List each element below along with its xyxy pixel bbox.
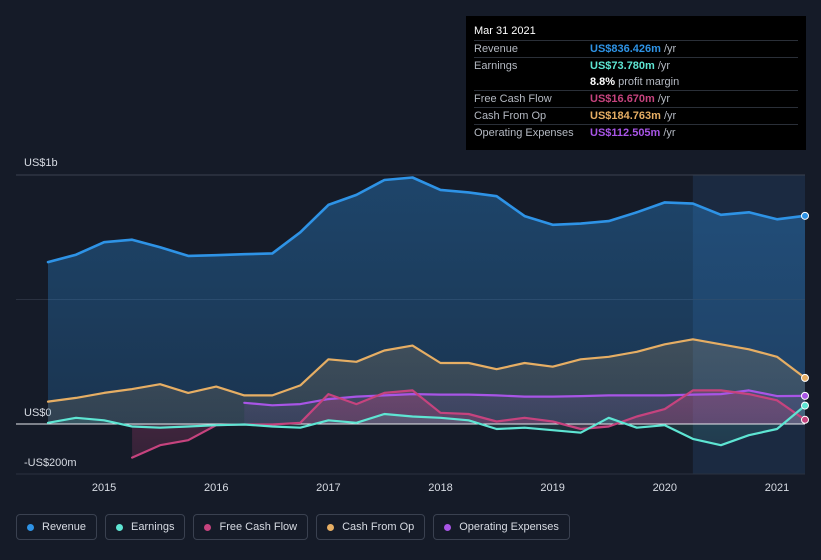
legend-label: Free Cash Flow <box>219 521 298 533</box>
series-line-revenue <box>46 176 807 264</box>
legend-item-operating-expenses[interactable]: Operating Expenses <box>433 514 570 540</box>
y-axis-zero-label: US$0 <box>24 407 52 419</box>
tooltip-date: Mar 31 2021 <box>474 25 536 37</box>
legend-dot-icon <box>327 523 335 531</box>
tooltip-row-value: US$16.670m <box>590 93 655 106</box>
tooltip-row: Revenue US$836.426m/yr <box>474 40 798 57</box>
tooltip-row-value: US$112.505m <box>590 126 661 139</box>
legend-item-cash-from-op[interactable]: Cash From Op <box>316 514 426 540</box>
legend: Revenue Earnings Free Cash Flow Cash From O… <box>16 514 570 542</box>
tooltip-row-value: US$836.426m <box>590 43 661 55</box>
tooltip-row-label: Cash From Op <box>474 110 547 123</box>
legend-label: Operating Expenses <box>459 521 559 533</box>
tooltip-row-unit: /yr <box>663 126 676 139</box>
x-tick-label: 2018 <box>428 482 452 494</box>
legend-label: Earnings <box>131 521 175 533</box>
tooltip-row-unit: /yr <box>657 59 671 72</box>
end-point-revenue <box>801 211 809 220</box>
tooltip-row: 8.8% profit margin <box>474 74 798 91</box>
y-axis-bottom-label: -US$200m <box>24 457 77 469</box>
legend-label: Revenue <box>42 521 87 533</box>
tooltip-row: Earnings US$73.780m/yr <box>474 56 798 74</box>
legend-dot-icon <box>204 523 212 531</box>
tooltip-row-unit: /yr <box>663 43 677 55</box>
series-line-cash-from-op <box>46 338 807 403</box>
x-tick-label: 2019 <box>540 482 564 494</box>
tooltip-row-label: Operating Expenses <box>474 126 574 139</box>
tooltip-row-unit: /yr <box>657 93 671 106</box>
tooltip-row-label <box>474 74 590 91</box>
end-point-earnings <box>801 401 809 410</box>
x-tick-label: 2021 <box>765 482 789 494</box>
end-point-operating-expenses <box>801 391 809 400</box>
tooltip-row-unit: profit margin <box>618 75 680 88</box>
legend-item-revenue[interactable]: Revenue <box>16 514 98 540</box>
tooltip-row-value: US$184.763m <box>590 110 661 123</box>
legend-item-earnings[interactable]: Earnings <box>105 514 186 540</box>
x-tick-label: 2015 <box>92 482 116 494</box>
tooltip-row-value: US$73.780m <box>590 59 655 72</box>
legend-dot-icon <box>116 523 124 531</box>
legend-dot-icon <box>444 523 452 531</box>
tooltip-row-label: Revenue <box>474 43 519 55</box>
tooltip-row-value: 8.8% <box>590 75 616 88</box>
tooltip-row: Cash From Op US$184.763m/yr <box>474 107 798 124</box>
legend-dot-icon <box>27 523 34 531</box>
tooltip-panel: Mar 31 2021 Revenue US$836.426m/yr Earning… <box>466 16 806 150</box>
x-tick-label: 2016 <box>204 482 228 494</box>
y-axis-top-label: US$1b <box>24 157 58 169</box>
legend-label: Cash From Op <box>342 521 415 533</box>
x-tick-label: 2017 <box>316 482 340 494</box>
end-point-cash-from-op <box>801 373 809 382</box>
tooltip-row: Operating Expenses US$112.505m/yr <box>474 123 798 141</box>
tooltip-row-unit: /yr <box>663 110 677 123</box>
tooltip-row-label: Earnings <box>474 59 518 72</box>
series-line-earnings <box>46 404 807 447</box>
end-point-free-cash-flow <box>801 415 809 424</box>
tooltip-row-label: Free Cash Flow <box>474 93 552 106</box>
tooltip-row: Free Cash Flow US$16.670m/yr <box>474 90 798 107</box>
x-tick-label: 2020 <box>653 482 677 494</box>
legend-item-free-cash-flow[interactable]: Free Cash Flow <box>193 514 309 540</box>
